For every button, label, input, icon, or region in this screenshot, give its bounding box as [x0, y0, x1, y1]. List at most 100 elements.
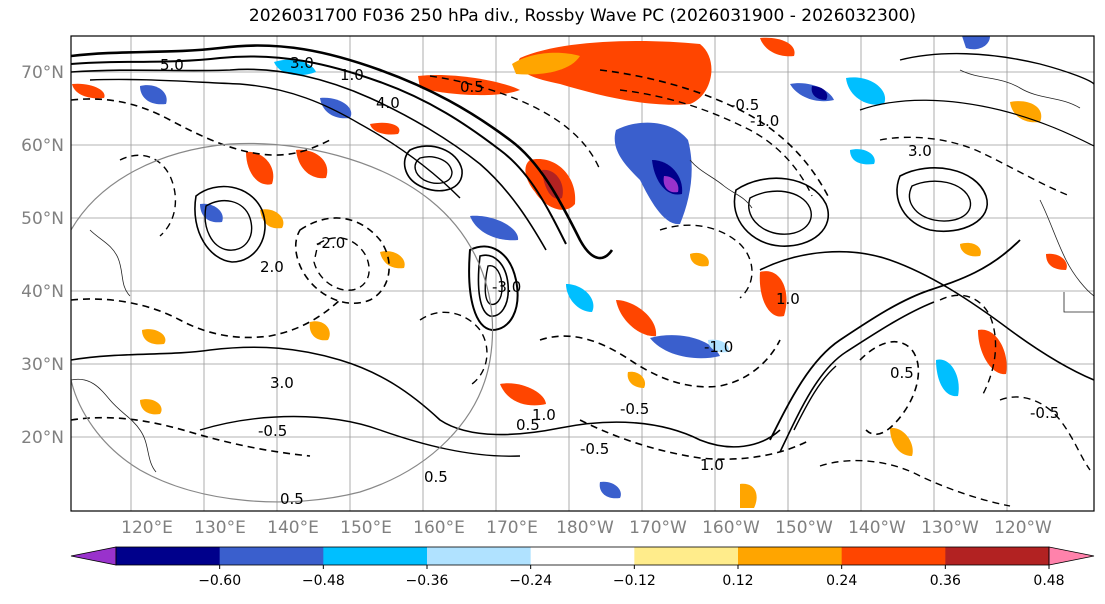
map-area: [71, 36, 1094, 511]
contour-south-wave-2: [199, 415, 521, 457]
latitude-label: 40°N: [21, 282, 64, 302]
contour-ne-arc-2: [859, 99, 1094, 147]
fill-yellow-1: [380, 251, 405, 269]
fill-cool-e: [850, 149, 875, 165]
fill-yellow-4: [960, 242, 981, 257]
colorbar-frame: [115, 546, 1050, 566]
fill-warm-ne2: [760, 37, 795, 57]
fill-warm-left3: [142, 329, 166, 345]
coastline-east-box: [1063, 292, 1094, 313]
contour-ring-center-3: [484, 265, 503, 306]
contour-neg-14: [119, 154, 177, 237]
plot-title: 2026031700 F036 250 hPa div., Rossby Wav…: [248, 6, 917, 26]
contour-neg-6: [599, 69, 831, 201]
latitude-label: 60°N: [21, 136, 64, 156]
fill-warm-ring: [370, 122, 400, 135]
longitude-label: 120°E: [121, 518, 173, 538]
colorbar-segment: [530, 547, 635, 565]
colorbar-extend-high: [1048, 546, 1095, 566]
colorbar-tick-label: −0.24: [509, 573, 552, 589]
colorbar-tick-label: −0.60: [198, 573, 241, 589]
contour-neg-18: [659, 224, 753, 299]
contour-label: -1.0: [704, 338, 733, 356]
colorbar-tick-label: −0.48: [302, 573, 345, 589]
contour-neg-3: [71, 416, 311, 457]
contour-neg-5: [313, 237, 370, 291]
map-frame: [70, 35, 1095, 512]
contour-label: 0.5: [890, 364, 914, 382]
contour-label: -0.5: [730, 96, 759, 114]
contour-label: -0.5: [258, 422, 287, 440]
contour-label: 1.0: [340, 66, 364, 84]
contour-neg-10: [859, 341, 920, 436]
fill-yellow-3: [690, 252, 709, 267]
longitude-label: 150°E: [340, 518, 392, 538]
contour-jet-3: [71, 68, 547, 251]
contour-label: 1.0: [700, 456, 724, 474]
contour-neg-17: [879, 136, 1071, 197]
contour-east-ring: [896, 167, 989, 232]
contour-neg-9: [579, 419, 811, 460]
longitude-label: 120°W: [994, 518, 1052, 538]
coastline-east: [1039, 199, 1094, 297]
coastline-west-2: [89, 229, 131, 297]
fill-cool-north-dot: [663, 176, 679, 193]
fill-warm-south: [500, 383, 546, 406]
contour-east-streak-2: [779, 301, 935, 453]
graticule: [71, 36, 1094, 511]
contour-labels: 5.0 3.0 1.0 4.0 0.5 -0.5 -1.0 2.0 -3.0 -…: [160, 54, 1059, 508]
contour-east-streak-3: [793, 365, 837, 431]
fill-warm-far-left: [72, 83, 105, 99]
contour-label: 0.5: [516, 416, 540, 434]
latitude-labels: 70°N 60°N 50°N 40°N 30°N 20°N: [21, 63, 64, 448]
fill-cool-upper-left2: [140, 85, 167, 105]
contour-ring-center: [468, 245, 519, 332]
fill-cool-ne2: [846, 77, 886, 105]
longitude-label: 170°W: [629, 518, 687, 538]
colorbar: −0.60 −0.48 −0.36 −0.24 −0.12 0.12 0.24 0.36 0.4…: [70, 546, 1095, 589]
contour-label: 1.0: [776, 290, 800, 308]
contour-label: 0.5: [280, 490, 304, 508]
contour-neg-1: [71, 98, 331, 156]
contour-ring-center-2: [477, 254, 510, 317]
colorbar-tick-label: 0.24: [826, 573, 857, 589]
contour-ne-ring: [733, 177, 829, 247]
fill-yellow-7: [140, 399, 162, 415]
colorbar-extend-low: [70, 546, 117, 566]
fill-cool-light: [708, 339, 729, 353]
contour-neg-15: [819, 459, 1011, 507]
colorbar-tick-label: 0.36: [930, 573, 961, 589]
fill-cool-ring2: [470, 215, 519, 241]
longitude-label: 150°W: [775, 518, 833, 538]
latitude-label: 30°N: [21, 355, 64, 375]
reference-circle: [71, 142, 494, 503]
contour-label: -3.0: [492, 278, 521, 296]
fill-cool-north: [614, 122, 692, 225]
contour-neg-13: [419, 311, 488, 385]
contour-label: -0.5: [620, 400, 649, 418]
fill-warm-mid2: [759, 271, 787, 317]
fill-cool-far-e: [962, 36, 990, 50]
fill-warm-center-core: [542, 169, 563, 199]
contour-south-wave: [71, 346, 781, 448]
longitude-label: 130°W: [921, 518, 979, 538]
contour-label: -0.5: [1030, 404, 1059, 422]
fill-cool-ring: [320, 97, 352, 119]
contour-label: 0.5: [424, 468, 448, 486]
rossby-wave-contours: [71, 44, 1094, 507]
contour-ring-nw: [403, 145, 463, 192]
fill-cool-mid: [650, 335, 720, 359]
contour-label: -1.0: [750, 112, 779, 130]
colorbar-tick-label: 0.12: [722, 573, 753, 589]
contour-jet-2: [71, 55, 567, 245]
contour-neg-4: [294, 217, 390, 305]
colorbar-tick-label: −0.36: [406, 573, 449, 589]
contour-label: 3.0: [290, 54, 314, 72]
fill-warm-upper-ring: [418, 74, 520, 96]
contour-east-wave: [759, 250, 1094, 381]
latitude-label: 70°N: [21, 63, 64, 83]
fill-warm-mid: [616, 300, 657, 337]
contour-ne-arc: [899, 52, 1094, 85]
fill-warm-north-edge: [512, 52, 580, 75]
